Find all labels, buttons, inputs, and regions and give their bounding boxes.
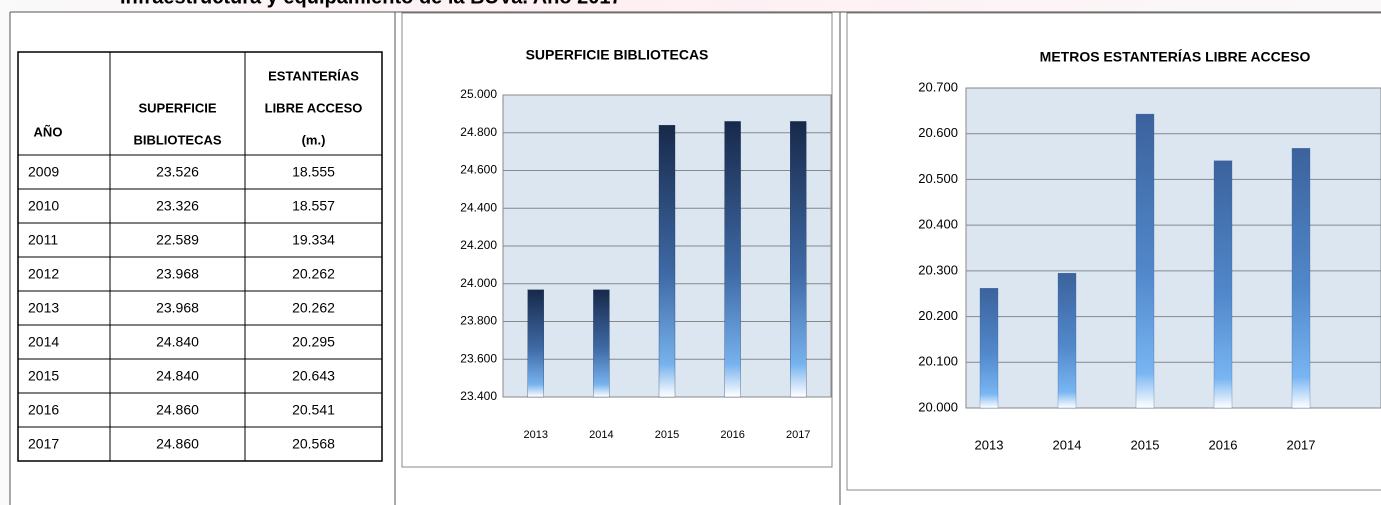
- y-tick-label: 24.400: [460, 200, 497, 214]
- plot-area: [965, 87, 1381, 409]
- chart-title: METROS ESTANTERÍAS LIBRE ACCESO: [1040, 49, 1311, 65]
- table-header: (m.): [302, 132, 326, 147]
- bar: [1135, 113, 1155, 409]
- bar: [979, 288, 999, 409]
- bar: [790, 121, 807, 398]
- x-tick-label: 2013: [975, 437, 1004, 452]
- table-cell: 24.860: [156, 402, 199, 418]
- y-tick-label: 23.800: [460, 314, 497, 328]
- y-tick-label: 20.600: [918, 125, 958, 140]
- y-tick-label: 20.100: [918, 354, 958, 369]
- bar: [527, 289, 544, 398]
- y-tick-label: 25.000: [460, 87, 497, 101]
- table-cell: 20.295: [292, 334, 335, 350]
- bar: [593, 289, 610, 398]
- table-cell: 2011: [28, 232, 58, 248]
- y-tick-label: 20.700: [918, 79, 958, 94]
- table-cell: 2010: [28, 198, 59, 214]
- table-header: LIBRE ACCESO: [265, 100, 363, 115]
- y-tick-label: 24.000: [460, 276, 497, 290]
- table-cell: 23.326: [156, 198, 199, 214]
- y-tick-label: 20.000: [918, 399, 958, 414]
- y-tick-label: 24.600: [460, 163, 497, 177]
- x-tick-label: 2014: [589, 429, 613, 441]
- table-cell: 20.262: [292, 300, 335, 316]
- table-cell: 23.968: [156, 300, 199, 316]
- table-header: ESTANTERÍAS: [268, 68, 359, 83]
- table-cell: 24.840: [156, 368, 199, 384]
- table-cell: 23.968: [156, 266, 199, 282]
- x-tick-label: 2016: [720, 429, 744, 441]
- x-tick-label: 2013: [524, 429, 548, 441]
- table-cell: 2016: [28, 402, 59, 418]
- x-tick-label: 2017: [1287, 437, 1316, 452]
- y-tick-label: 24.800: [460, 125, 497, 139]
- table-cell: 20.568: [292, 436, 335, 452]
- table-cell: 2015: [28, 368, 59, 384]
- table-cell: 24.840: [156, 334, 199, 350]
- table-cell: 2009: [28, 164, 59, 180]
- bar: [724, 121, 741, 398]
- table-cell: 19.334: [292, 232, 335, 248]
- table-cell: 20.541: [292, 402, 335, 418]
- table-cell: 2014: [28, 334, 59, 350]
- y-tick-label: 23.600: [460, 351, 497, 365]
- table-cell: 18.557: [292, 198, 335, 214]
- table-header: AÑO: [34, 124, 63, 139]
- y-tick-label: 20.400: [918, 217, 958, 232]
- y-tick-label: 20.500: [918, 171, 958, 186]
- x-tick-label: 2014: [1053, 437, 1082, 452]
- x-tick-label: 2017: [786, 429, 810, 441]
- x-tick-label: 2016: [1209, 437, 1238, 452]
- x-tick-label: 2015: [1131, 437, 1160, 452]
- table-header: BIBLIOTECAS: [133, 132, 221, 147]
- y-tick-label: 20.300: [918, 262, 958, 277]
- chart-title: SUPERFICIE BIBLIOTECAS: [526, 47, 709, 63]
- table-cell: 2017: [28, 436, 59, 452]
- y-tick-label: 20.200: [918, 308, 958, 323]
- table-cell: 23.526: [156, 164, 199, 180]
- doc-title: Infraestructura y equipamiento de la BUV…: [120, 0, 622, 8]
- table-cell: 20.643: [292, 368, 335, 384]
- table-cell: 24.860: [156, 436, 199, 452]
- bar: [658, 125, 676, 398]
- table-header: SUPERFICIE: [138, 100, 216, 115]
- bar: [1057, 272, 1077, 409]
- y-tick-label: 24.200: [460, 238, 497, 252]
- bar: [1291, 148, 1311, 409]
- bar: [1213, 160, 1233, 409]
- y-tick-label: 23.400: [460, 389, 497, 403]
- x-tick-label: 2015: [655, 429, 679, 441]
- table-cell: 18.555: [292, 164, 335, 180]
- table-cell: 2012: [28, 266, 59, 282]
- table-cell: 2013: [28, 300, 59, 316]
- table-cell: 20.262: [292, 266, 335, 282]
- table-cell: 22.589: [156, 232, 199, 248]
